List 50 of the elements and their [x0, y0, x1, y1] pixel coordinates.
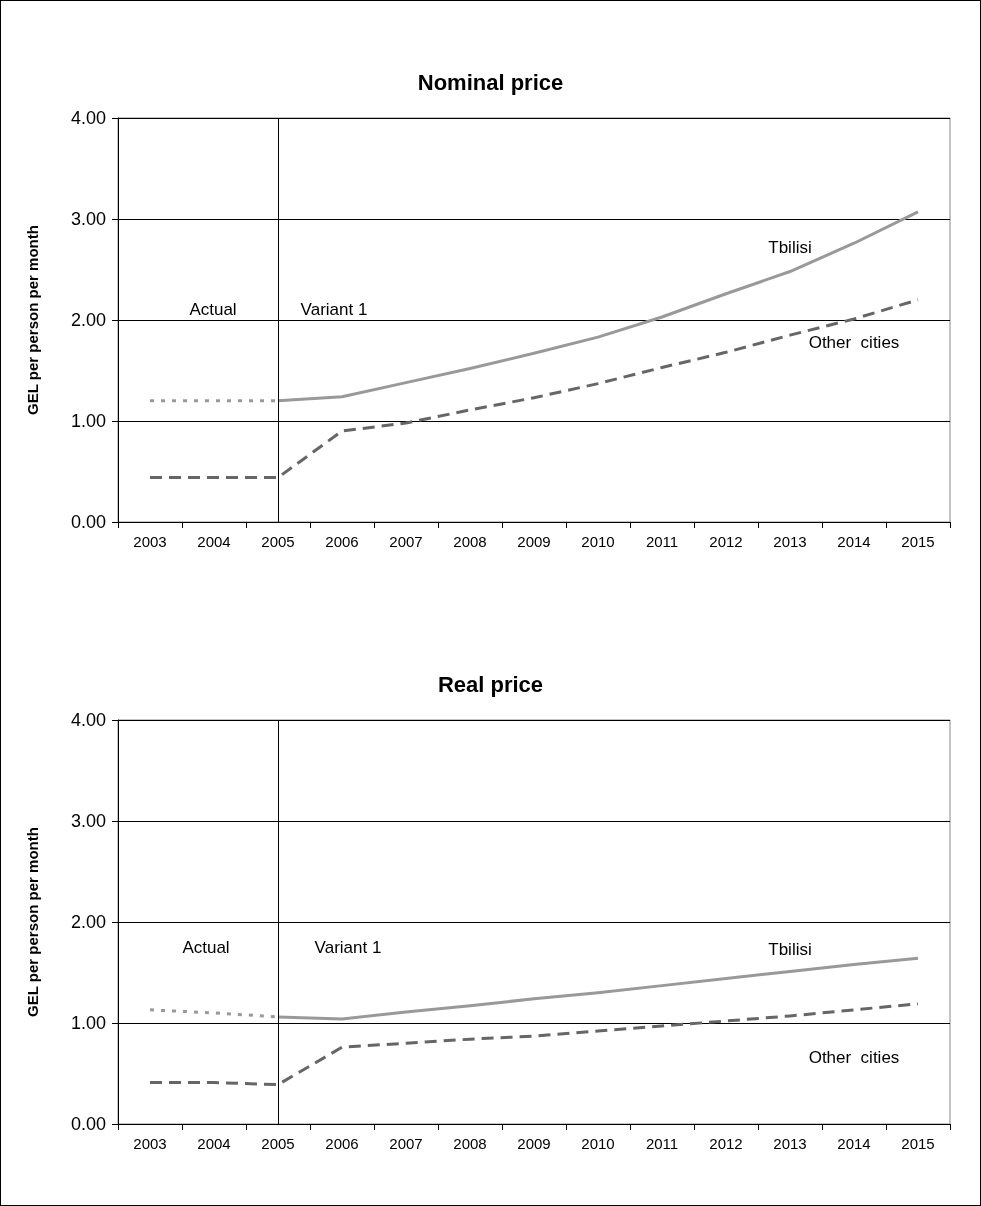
x-tick-label: 2014 — [837, 1135, 871, 1152]
line-series — [148, 298, 920, 480]
series-label: Tbilisi — [768, 238, 812, 258]
x-tick-label: 2011 — [645, 533, 679, 550]
x-tick-label: 2009 — [517, 1135, 551, 1152]
x-tick-label: 2006 — [325, 533, 359, 550]
y-tick-label: 4.00 — [70, 710, 106, 730]
x-tick-label: 2006 — [325, 1135, 359, 1152]
x-tick-label: 2009 — [517, 533, 551, 550]
y-axis-title: GEL per person per month — [24, 225, 41, 415]
chart-title: Real price — [437, 671, 544, 697]
x-tick-label: 2005 — [261, 1135, 295, 1152]
line-series — [148, 1002, 920, 1087]
x-tick-label: 2004 — [197, 1135, 231, 1152]
x-tick-label: 2014 — [837, 533, 871, 550]
y-tick-label: 2.00 — [70, 912, 106, 932]
x-tick-label: 2013 — [773, 533, 807, 550]
x-tick-label: 2015 — [901, 1135, 935, 1152]
x-tick-label: 2010 — [581, 1135, 615, 1152]
x-tick-label: 2010 — [581, 533, 615, 550]
x-tick-label: 2015 — [901, 533, 935, 550]
y-tick-label: 1.00 — [70, 411, 106, 431]
annotation: Actual — [189, 299, 237, 319]
x-tick-label: 2012 — [709, 533, 743, 550]
x-tick-label: 2007 — [389, 1135, 423, 1152]
x-tick-label: 2005 — [261, 533, 295, 550]
y-tick-label: 3.00 — [70, 811, 106, 831]
x-tick-label: 2008 — [453, 1135, 487, 1152]
annotation: Variant 1 — [314, 937, 382, 957]
x-tick-label: 2004 — [197, 533, 231, 550]
x-tick-label: 2013 — [773, 1135, 807, 1152]
annotation: Variant 1 — [300, 299, 368, 319]
y-tick-label: 2.00 — [70, 310, 106, 330]
chart-title: Nominal price — [417, 69, 564, 95]
x-tick-label: 2003 — [133, 1135, 167, 1152]
text: Other cities — [808, 1048, 900, 1068]
series-label: Other cities — [808, 333, 900, 353]
y-axis-title: GEL per person per month — [24, 827, 41, 1017]
y-tick-label: 0.00 — [70, 1114, 106, 1134]
y-tick-label: 4.00 — [70, 108, 106, 128]
series-label: Tbilisi — [768, 939, 812, 959]
annotation: Actual — [182, 937, 230, 957]
x-tick-label: 2007 — [389, 533, 423, 550]
x-tick-label: 2011 — [645, 1135, 679, 1152]
x-tick-label: 2008 — [453, 533, 487, 550]
y-tick-label: 1.00 — [70, 1013, 106, 1033]
y-tick-label: 3.00 — [70, 209, 106, 229]
x-tick-label: 2012 — [709, 1135, 743, 1152]
y-tick-label: 0.00 — [70, 512, 106, 532]
x-tick-label: 2003 — [133, 533, 167, 550]
